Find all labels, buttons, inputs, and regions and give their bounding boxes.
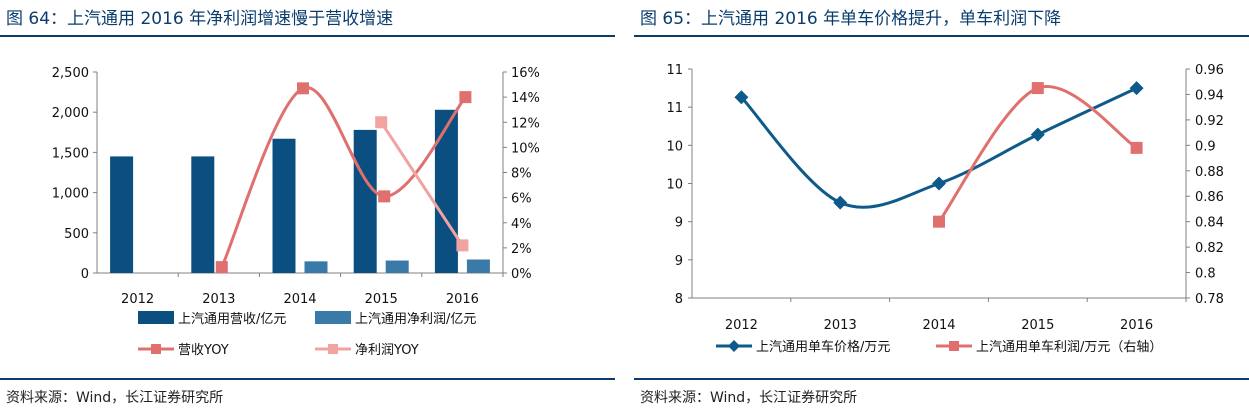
right-y-tick-label: 0.94 — [1195, 88, 1224, 103]
price-marker — [932, 176, 946, 191]
left-y-tick-label: 1,500 — [52, 146, 89, 161]
revenue-bar — [110, 156, 134, 273]
legend-revenue-label: 上汽通用营收/亿元 — [178, 312, 286, 327]
right-y-tick-label: 0.96 — [1195, 63, 1224, 78]
revenue-yoy-marker — [459, 91, 472, 104]
x-tick-label: 2014 — [283, 292, 316, 307]
right-y-tick-label: 0.9 — [1195, 139, 1216, 154]
right-y-tick-label: 16% — [511, 66, 540, 81]
left-figure-title: 图 64：上汽通用 2016 年净利润增速慢于营收增速 — [6, 9, 394, 29]
left-source-note: 资料来源：Wind，长江证券研究所 — [6, 390, 224, 406]
right-y-tick-label: 12% — [511, 116, 540, 131]
right-y-tick-label: 0.88 — [1195, 165, 1224, 180]
x-tick-label: 2015 — [1021, 318, 1054, 333]
x-tick-label: 2012 — [725, 318, 758, 333]
left-y-tick-label: 0 — [81, 267, 89, 282]
profit-bar — [385, 260, 409, 273]
right-y-tick-label: 4% — [511, 217, 532, 232]
right-y-tick-label: 0.84 — [1195, 216, 1224, 231]
right-y-tick-label: 0.86 — [1195, 190, 1224, 205]
revenue-yoy-marker — [215, 261, 228, 274]
x-tick-label: 2016 — [1120, 318, 1153, 333]
left-title-rule — [0, 35, 615, 37]
right-y-tick-label: 0.8 — [1195, 267, 1216, 282]
left-y-tick-label: 10 — [666, 139, 683, 154]
legend-price-swatch-marker — [728, 340, 740, 352]
revenue-yoy-marker — [297, 82, 309, 95]
price-marker — [1030, 127, 1045, 142]
right-y-tick-label: 8% — [511, 167, 532, 182]
left-y-tick-label: 11 — [666, 63, 683, 78]
profit-bar — [466, 259, 490, 273]
revenue-bar — [434, 109, 458, 274]
profit-marker — [1130, 141, 1143, 154]
right-y-tick-label: 14% — [511, 91, 540, 106]
left-y-tick-label: 9 — [675, 216, 683, 231]
right-y-tick-label: 0% — [511, 267, 532, 282]
revenue-bar — [353, 129, 377, 273]
price-marker — [1129, 81, 1144, 96]
legend-profit-swatch-marker — [949, 341, 959, 351]
left-y-tick-label: 1,000 — [52, 187, 89, 202]
right-y-tick-label: 10% — [511, 141, 540, 156]
legend-revenue-yoy-label: 营收YOY — [178, 343, 229, 358]
x-tick-label: 2013 — [202, 292, 235, 307]
x-tick-label: 2015 — [365, 292, 398, 307]
legend-profit-label: 上汽通用净利润/亿元 — [355, 312, 476, 327]
right-figure-title: 图 65：上汽通用 2016 年单车价格提升，单车利润下降 — [640, 9, 1062, 29]
left-y-tick-label: 9 — [675, 254, 683, 269]
legend-profit-label: 上汽通用单车利润/万元（右轴） — [976, 339, 1162, 355]
x-tick-label: 2016 — [446, 292, 479, 307]
profit-yoy-marker — [375, 116, 388, 129]
revenue-yoy-line — [220, 86, 467, 268]
left-figure-panel: 图 64：上汽通用 2016 年净利润增速慢于营收增速 0 500 1,000 1,5… — [0, 0, 615, 410]
left-y-tick-label: 10 — [666, 178, 683, 193]
left-y-tick-label: 2,500 — [52, 66, 89, 81]
right-chart: 8 9 9 10 10 11 11 0.78 0.8 0.82 0.84 0.86 0.88 0.9 0.9… — [666, 63, 1224, 355]
x-tick-label: 2012 — [121, 292, 154, 307]
left-y-tick-label: 11 — [666, 101, 683, 116]
legend-revenue-yoy-swatch-marker — [151, 344, 161, 354]
left-y-tick-label: 8 — [675, 292, 683, 307]
profit-line — [937, 84, 1138, 223]
right-source-rule — [634, 378, 1249, 380]
legend-profit-yoy-swatch-marker — [328, 344, 338, 354]
left-y-tick-label: 2,000 — [52, 106, 89, 121]
legend-price-label: 上汽通用单车价格/万元 — [756, 339, 890, 355]
x-tick-label: 2013 — [824, 318, 857, 333]
legend-profit-yoy-label: 净利润YOY — [355, 343, 419, 358]
left-source-rule — [0, 378, 615, 380]
right-y-tick-label: 0.78 — [1195, 292, 1224, 307]
profit-bar — [304, 261, 328, 273]
price-marker — [734, 90, 749, 105]
x-tick-label: 2014 — [922, 318, 955, 333]
right-y-tick-label: 0.82 — [1195, 241, 1224, 256]
left-y-tick-label: 500 — [64, 227, 89, 242]
right-y-tick-label: 0.92 — [1195, 114, 1224, 129]
right-figure-panel: 图 65：上汽通用 2016 年单车价格提升，单车利润下降 8 9 9 10 10 11 1… — [634, 0, 1249, 410]
legend-revenue-swatch — [138, 311, 174, 324]
profit-marker — [933, 215, 945, 228]
revenue-bar — [272, 138, 296, 273]
profit-yoy-marker — [456, 239, 469, 252]
revenue-bar — [191, 156, 215, 273]
revenue-yoy-marker — [378, 190, 391, 203]
price-marker — [833, 195, 848, 210]
right-y-tick-label: 6% — [511, 192, 532, 207]
legend-profit-swatch — [315, 311, 351, 324]
profit-yoy-line — [379, 121, 464, 247]
profit-marker — [1031, 82, 1044, 95]
right-y-tick-label: 2% — [511, 242, 532, 257]
right-title-rule — [634, 35, 1249, 37]
right-source-note: 资料来源：Wind，长江证券研究所 — [640, 390, 858, 406]
left-chart: 0 500 1,000 1,500 2,000 2,500 0% 2% 4% 6% 8% 10% 12%… — [52, 66, 540, 358]
